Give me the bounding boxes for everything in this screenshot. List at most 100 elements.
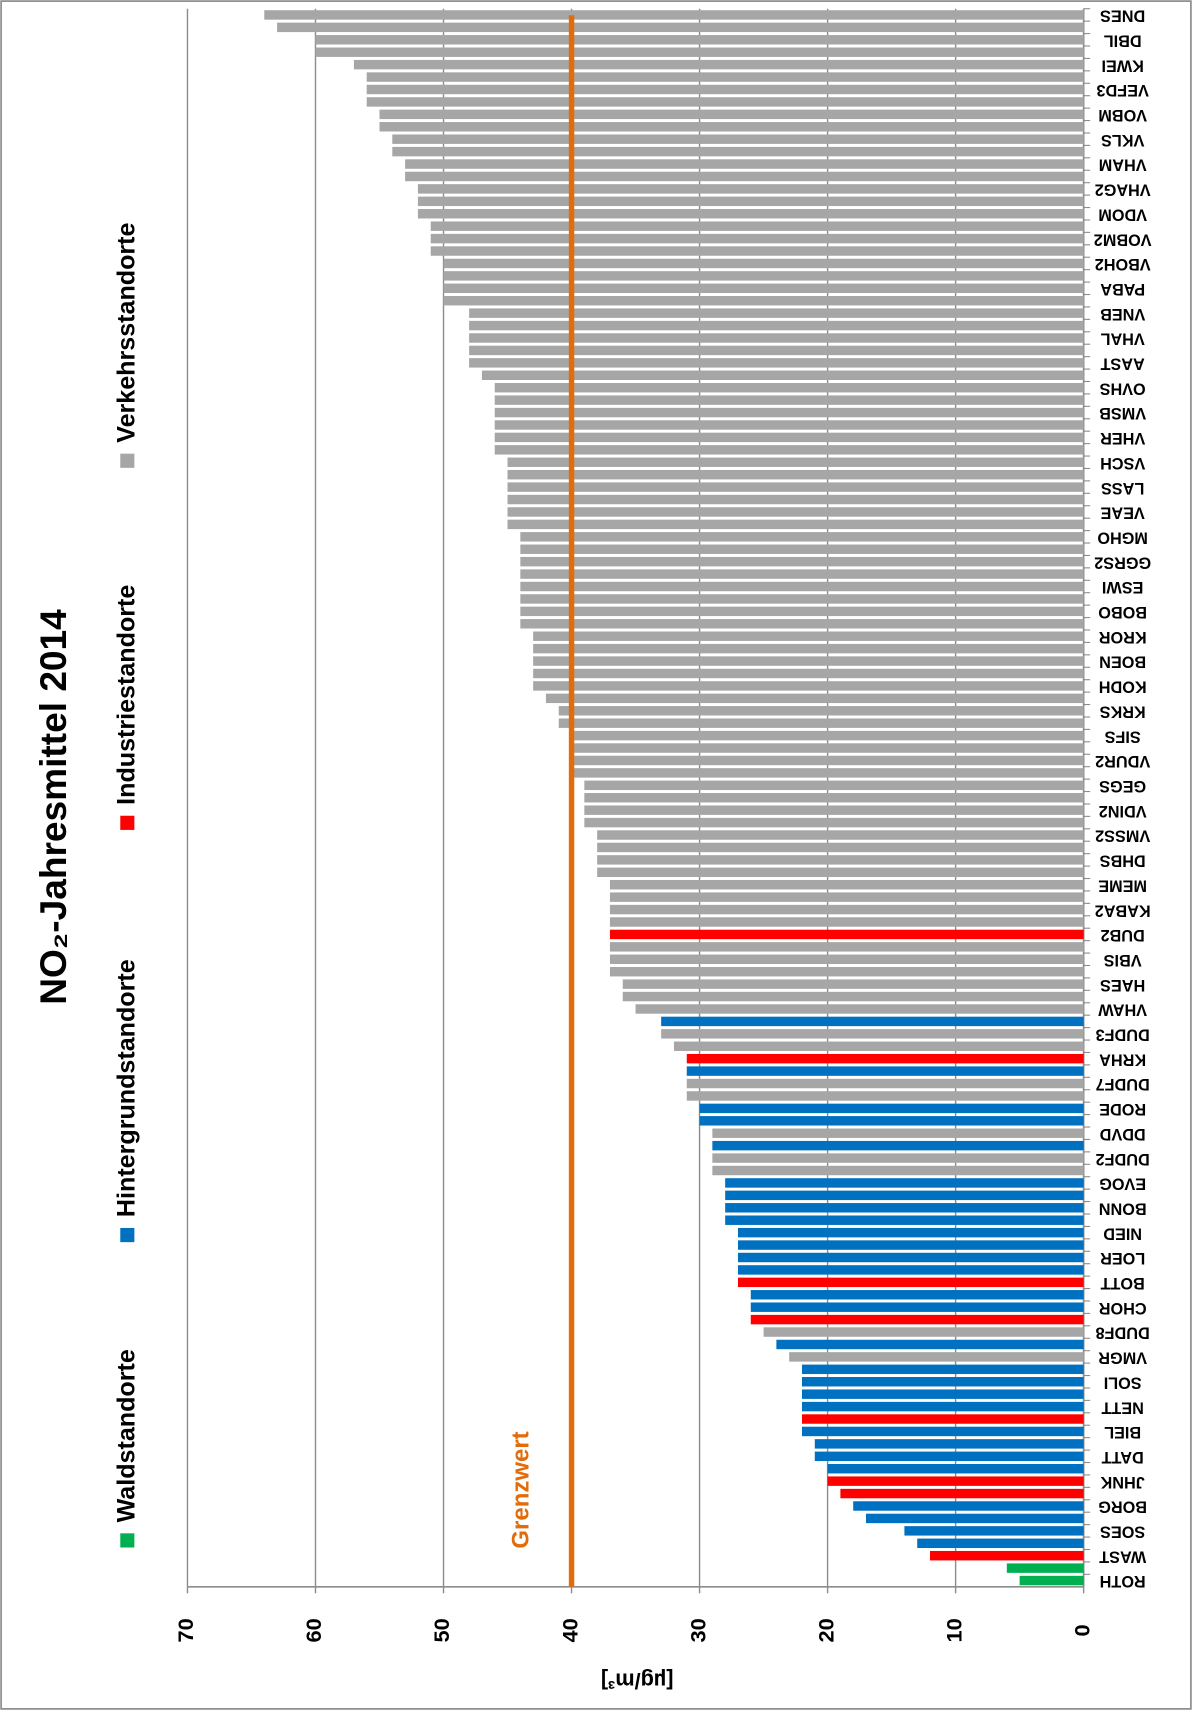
x-tick-label: RODE bbox=[1099, 1100, 1146, 1118]
bar bbox=[520, 581, 1084, 592]
bar bbox=[661, 1029, 1084, 1039]
legend-swatch bbox=[120, 453, 135, 468]
y-tick-label: 0 bbox=[1069, 1624, 1094, 1636]
bar bbox=[417, 184, 1084, 194]
bar bbox=[699, 1116, 1084, 1126]
bar bbox=[584, 780, 1084, 791]
bar bbox=[930, 1550, 1084, 1561]
bar bbox=[750, 1302, 1084, 1312]
bar bbox=[609, 904, 1084, 915]
x-tick-label: VMSB bbox=[1099, 404, 1146, 422]
bar bbox=[609, 966, 1084, 977]
bar bbox=[1019, 1575, 1084, 1586]
x-tick-label: DUDF7 bbox=[1096, 1075, 1150, 1093]
bar bbox=[827, 1476, 1084, 1486]
bar bbox=[507, 507, 1084, 517]
bar bbox=[520, 606, 1084, 617]
x-tick-label: MEME bbox=[1098, 876, 1147, 894]
bar bbox=[443, 258, 1084, 269]
bar bbox=[609, 929, 1084, 940]
bar bbox=[315, 47, 1084, 57]
bar bbox=[814, 1451, 1084, 1462]
bar bbox=[494, 395, 1084, 405]
bar bbox=[494, 407, 1084, 418]
bar bbox=[366, 72, 1084, 82]
x-tick-label: VDUR2 bbox=[1095, 752, 1150, 770]
x-tick-label: BOBO bbox=[1098, 603, 1147, 621]
bar bbox=[609, 954, 1084, 964]
bar bbox=[609, 942, 1084, 952]
bar bbox=[597, 855, 1084, 865]
x-tick-label: VHAW bbox=[1098, 1001, 1147, 1019]
bar bbox=[801, 1377, 1084, 1387]
bar bbox=[622, 979, 1084, 989]
bar bbox=[597, 830, 1084, 840]
bar bbox=[801, 1389, 1084, 1399]
bar bbox=[712, 1128, 1084, 1138]
bar bbox=[366, 84, 1084, 95]
bar bbox=[776, 1339, 1084, 1350]
x-tick-label: DNES bbox=[1100, 7, 1145, 25]
x-tick-label: NETT bbox=[1101, 1398, 1143, 1416]
x-tick-label: VKLS bbox=[1101, 131, 1144, 149]
bar bbox=[725, 1203, 1084, 1213]
x-tick-label: KROR bbox=[1099, 628, 1147, 646]
bar bbox=[533, 643, 1084, 654]
x-tick-label: DUB2 bbox=[1101, 926, 1145, 944]
bar bbox=[443, 283, 1084, 294]
bar bbox=[571, 743, 1084, 753]
bar bbox=[469, 333, 1084, 343]
x-tick-label: HAES bbox=[1100, 976, 1145, 994]
x-tick-label: VMSS2 bbox=[1095, 827, 1150, 845]
bar bbox=[725, 1190, 1084, 1201]
bar bbox=[353, 59, 1084, 70]
x-tick-label: LOER bbox=[1100, 1249, 1145, 1267]
bar bbox=[494, 432, 1084, 443]
bar bbox=[430, 221, 1084, 231]
legend-label: Waldstandorte bbox=[113, 1349, 141, 1522]
x-tick-label: DUDF2 bbox=[1096, 1150, 1150, 1168]
x-tick-label: EVOG bbox=[1099, 1175, 1146, 1193]
y-tick-label: 50 bbox=[429, 1618, 454, 1642]
bar bbox=[558, 718, 1084, 728]
bar bbox=[584, 805, 1084, 815]
y-tick-label: 60 bbox=[301, 1618, 326, 1642]
x-tick-label: DUDF3 bbox=[1096, 1025, 1150, 1043]
x-tick-label: KRHA bbox=[1099, 1050, 1146, 1068]
bar bbox=[622, 991, 1084, 1002]
bar bbox=[507, 494, 1084, 505]
bar bbox=[417, 209, 1084, 219]
x-tick-label: SIFS bbox=[1104, 727, 1140, 745]
bar bbox=[686, 1091, 1084, 1101]
bar bbox=[494, 445, 1084, 455]
bar bbox=[661, 1016, 1084, 1027]
x-tick-label: LASS bbox=[1101, 479, 1144, 497]
x-tick-label: BOTT bbox=[1100, 1274, 1144, 1292]
legend-label: Industriestandorte bbox=[113, 585, 141, 805]
bar bbox=[277, 22, 1084, 33]
bar bbox=[520, 569, 1084, 579]
bar bbox=[571, 768, 1084, 778]
bar bbox=[571, 755, 1084, 766]
x-tick-label: JHNK bbox=[1100, 1473, 1144, 1491]
bar bbox=[405, 159, 1084, 169]
bar bbox=[315, 35, 1084, 45]
bar bbox=[405, 171, 1084, 182]
bar bbox=[430, 233, 1084, 244]
x-tick-label: VSCH bbox=[1100, 454, 1145, 472]
x-tick-label: DHBS bbox=[1100, 852, 1146, 870]
bar bbox=[725, 1215, 1084, 1225]
x-tick-label: VHAM bbox=[1099, 156, 1147, 174]
bar bbox=[469, 358, 1084, 368]
bar bbox=[469, 345, 1084, 356]
bar bbox=[609, 892, 1084, 902]
bar bbox=[827, 1464, 1084, 1474]
bar bbox=[712, 1165, 1084, 1176]
x-tick-label: DATT bbox=[1102, 1448, 1144, 1466]
bar bbox=[533, 631, 1084, 641]
x-tick-label: KWEI bbox=[1101, 56, 1143, 74]
x-tick-label: BOEN bbox=[1099, 653, 1146, 671]
bar bbox=[737, 1240, 1084, 1250]
legend-swatch bbox=[120, 815, 135, 830]
